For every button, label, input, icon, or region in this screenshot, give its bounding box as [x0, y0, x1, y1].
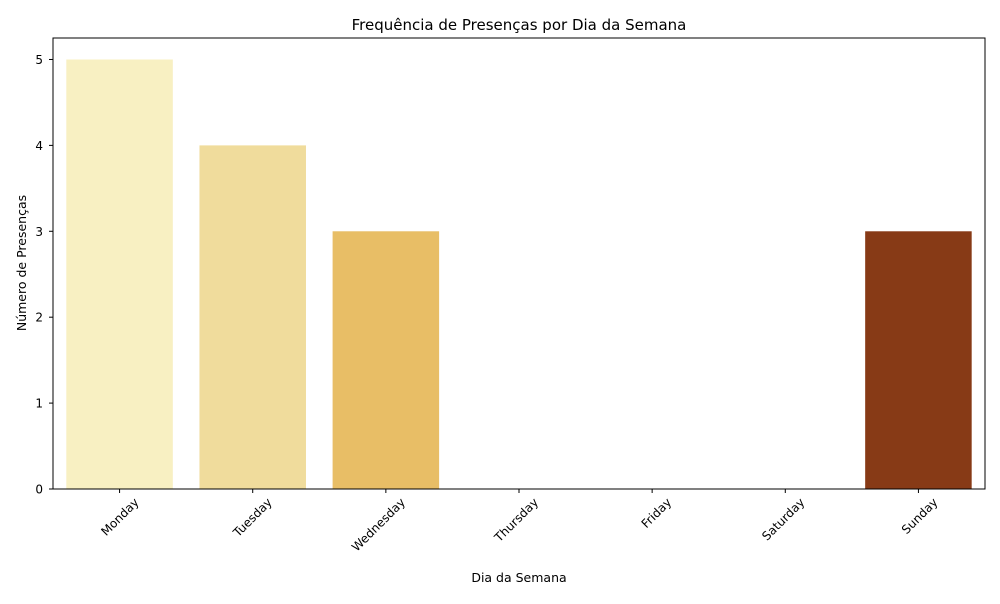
y-tick-label: 1: [35, 397, 43, 411]
plot-frame: [52, 37, 986, 490]
bar-sunday: [865, 231, 972, 490]
bar-tuesday: [199, 145, 306, 489]
chart-title: Frequência de Presenças por Dia da Seman…: [352, 16, 687, 34]
x-axis: Monday Tuesday Wednesday Thursday Friday Satu…: [98, 489, 941, 554]
x-tick-label-monday: Monday: [98, 495, 141, 538]
x-tick-label-friday: Friday: [639, 495, 675, 531]
y-tick-label: 4: [35, 139, 43, 153]
bars-layer: [66, 59, 972, 490]
y-tick-label: 2: [35, 311, 43, 325]
bar-monday: [66, 59, 173, 489]
y-tick-label: 5: [35, 53, 43, 67]
y-tick-label: 3: [35, 225, 43, 239]
y-axis-label: Número de Presenças: [14, 195, 29, 331]
y-axis: 0 1 2 3 4 5: [35, 53, 53, 497]
y-tick-label: 0: [35, 483, 43, 497]
x-tick-label-thursday: Thursday: [491, 495, 541, 545]
bar-wednesday: [332, 231, 440, 490]
x-tick-label-wednesday: Wednesday: [349, 495, 408, 554]
x-tick-label-saturday: Saturday: [759, 495, 807, 543]
x-tick-label-sunday: Sunday: [899, 495, 941, 537]
x-axis-label: Dia da Semana: [471, 570, 566, 585]
x-tick-label-tuesday: Tuesday: [230, 495, 275, 540]
